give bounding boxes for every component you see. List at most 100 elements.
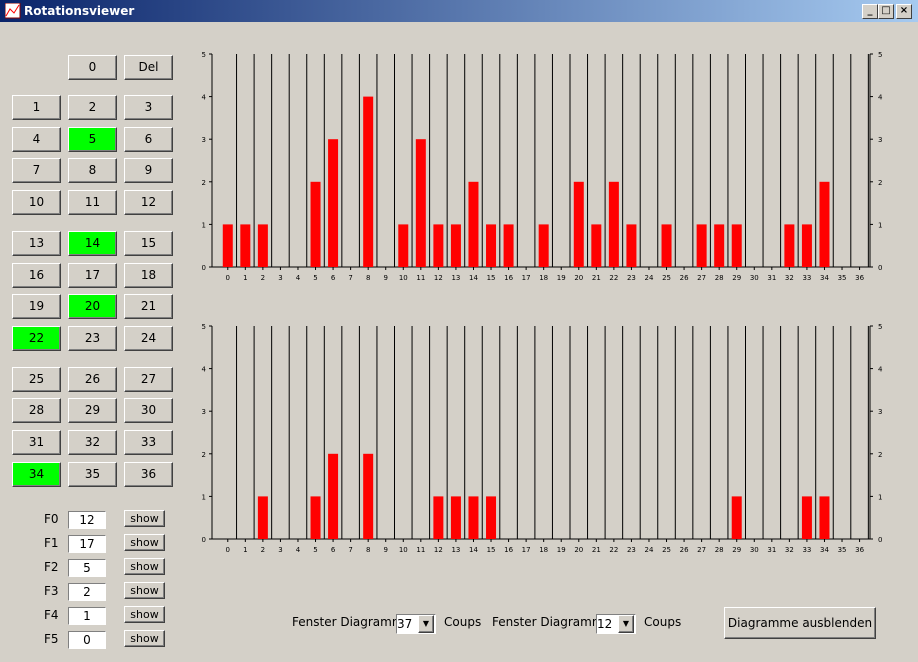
x-tick-label: 8 — [366, 274, 370, 282]
y-tick-label: 2 — [878, 179, 882, 187]
window1-unit: Coups — [444, 615, 482, 629]
keypad-button[interactable]: 8 — [68, 158, 117, 184]
y-tick-label: 3 — [878, 408, 882, 416]
keypad-button[interactable]: 4 — [12, 126, 61, 152]
keypad-button[interactable]: 19 — [12, 294, 61, 320]
x-tick-label: 14 — [469, 546, 478, 554]
x-tick-label: 23 — [627, 274, 636, 282]
x-tick-label: 31 — [767, 274, 776, 282]
y-tick-label: 2 — [202, 179, 206, 187]
keypad-button[interactable]: 28 — [12, 398, 61, 424]
maximize[interactable]: □ — [878, 4, 894, 19]
y-tick-label: 0 — [202, 536, 206, 544]
y-tick-label: 3 — [202, 408, 206, 416]
freq-label: F5 — [44, 632, 59, 646]
keypad-button[interactable]: 11 — [68, 190, 117, 216]
x-tick-label: 17 — [522, 274, 531, 282]
x-tick-label: 35 — [838, 546, 847, 554]
keypad-button[interactable]: 23 — [68, 325, 117, 351]
keypad-button[interactable]: 9 — [124, 158, 173, 184]
keypad-button[interactable]: 10 — [12, 190, 61, 216]
keypad-button[interactable]: 2 — [68, 95, 117, 120]
keypad-button[interactable]: 25 — [12, 366, 61, 392]
x-tick-label: 11 — [416, 546, 425, 554]
show-button[interactable]: show — [124, 630, 165, 647]
x-tick-label: 18 — [539, 546, 548, 554]
show-button[interactable]: show — [124, 558, 165, 575]
hide-charts-button[interactable]: Diagramme ausblenden — [724, 607, 876, 639]
freq-value: 0 — [68, 631, 106, 649]
keypad-button[interactable]: 34 — [12, 461, 61, 487]
keypad-button[interactable]: Del — [124, 55, 173, 80]
x-tick-label: 30 — [750, 274, 759, 282]
keypad-button[interactable]: 26 — [68, 366, 117, 392]
y-tick-label: 5 — [202, 51, 206, 59]
keypad-button[interactable]: 24 — [124, 325, 173, 351]
keypad-button[interactable]: 12 — [124, 190, 173, 216]
keypad-button[interactable]: 18 — [124, 262, 173, 288]
keypad-button[interactable]: 1 — [12, 95, 61, 120]
freq-value: 1 — [68, 607, 106, 625]
x-tick-label: 10 — [399, 546, 408, 554]
bar — [310, 181, 321, 267]
y-tick-label: 4 — [202, 366, 207, 374]
keypad-button[interactable]: 3 — [124, 95, 173, 120]
x-tick-label: 8 — [366, 546, 370, 554]
x-tick-label: 19 — [557, 274, 566, 282]
x-tick-label: 7 — [348, 546, 352, 554]
x-tick-label: 30 — [750, 546, 759, 554]
keypad-button[interactable]: 32 — [68, 430, 117, 455]
bar — [240, 224, 251, 267]
x-tick-label: 7 — [348, 274, 352, 282]
keypad-button[interactable]: 7 — [12, 158, 61, 184]
bar — [433, 496, 444, 539]
keypad-button[interactable]: 14 — [68, 230, 117, 256]
x-tick-label: 2 — [261, 274, 265, 282]
bar — [328, 453, 339, 539]
bar — [450, 496, 461, 539]
dropdown-arrow[interactable]: ▼ — [618, 615, 634, 633]
x-tick-label: 21 — [592, 546, 601, 554]
keypad-button[interactable]: 13 — [12, 230, 61, 256]
x-tick-label: 1 — [243, 274, 247, 282]
window2-label: Fenster Diagramm 2 — [492, 615, 615, 629]
x-tick-label: 4 — [296, 546, 301, 554]
y-tick-label: 0 — [878, 536, 882, 544]
keypad-button[interactable]: 17 — [68, 262, 117, 288]
keypad-button[interactable]: 33 — [124, 430, 173, 455]
dropdown-arrow[interactable]: ▼ — [418, 615, 434, 633]
show-button[interactable]: show — [124, 534, 165, 551]
x-tick-label: 11 — [416, 274, 425, 282]
x-tick-label: 20 — [574, 274, 583, 282]
y-tick-label: 5 — [878, 323, 882, 331]
close[interactable]: × — [896, 4, 912, 19]
keypad-button[interactable]: 22 — [12, 325, 61, 351]
x-tick-label: 5 — [313, 546, 317, 554]
show-button[interactable]: show — [124, 582, 165, 599]
keypad-button[interactable]: 21 — [124, 294, 173, 320]
bar — [626, 224, 637, 267]
keypad-button[interactable]: 16 — [12, 262, 61, 288]
keypad-button[interactable]: 15 — [124, 230, 173, 256]
keypad-button[interactable]: 5 — [68, 126, 117, 152]
keypad-button[interactable]: 20 — [68, 294, 117, 320]
x-tick-label: 32 — [785, 274, 794, 282]
bar — [328, 139, 339, 267]
keypad-button[interactable]: 27 — [124, 366, 173, 392]
freq-label: F4 — [44, 608, 59, 622]
x-tick-label: 33 — [802, 546, 811, 554]
bar — [714, 224, 725, 267]
keypad-button[interactable]: 6 — [124, 126, 173, 152]
keypad-button[interactable]: 0 — [68, 55, 117, 80]
keypad-button[interactable]: 31 — [12, 430, 61, 455]
minimize[interactable]: _ — [862, 4, 878, 19]
keypad-button[interactable]: 30 — [124, 398, 173, 424]
keypad-button[interactable]: 36 — [124, 461, 173, 487]
window-title: Rotationsviewer — [24, 4, 135, 18]
keypad-button[interactable]: 29 — [68, 398, 117, 424]
show-button[interactable]: show — [124, 510, 165, 527]
x-tick-label: 10 — [399, 274, 408, 282]
show-button[interactable]: show — [124, 606, 165, 623]
keypad-button[interactable]: 35 — [68, 461, 117, 487]
